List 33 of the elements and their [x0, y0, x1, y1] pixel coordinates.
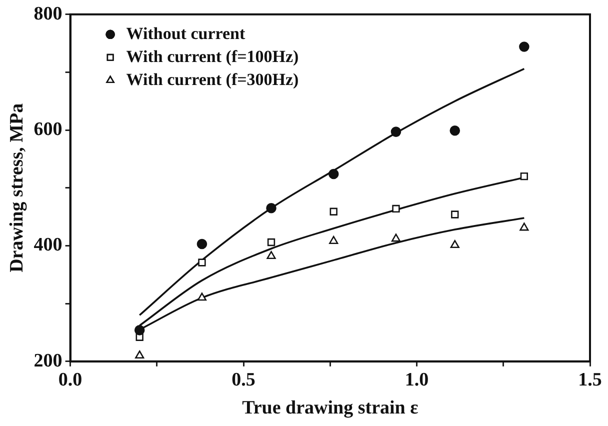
x-tick-label: 0.5 — [232, 370, 256, 391]
point — [197, 292, 207, 301]
y-axis-title: Drawing stress, MPa — [6, 102, 28, 272]
x-tick-label: 1.0 — [404, 370, 429, 391]
point — [451, 210, 459, 218]
point — [392, 204, 400, 213]
legend-label: Without current — [126, 24, 246, 43]
legend-label: With current (f=300Hz) — [126, 70, 299, 89]
x-tick-label: 1.5 — [578, 370, 602, 391]
point — [391, 234, 401, 242]
point — [330, 208, 338, 216]
y-tick-label: 800 — [34, 3, 62, 24]
point — [198, 258, 206, 266]
point — [266, 202, 276, 214]
point — [329, 236, 338, 244]
point — [450, 125, 460, 136]
point — [328, 168, 339, 180]
y-tick-label: 400 — [34, 234, 62, 256]
point — [135, 350, 144, 359]
point — [520, 172, 528, 180]
x-tick-label: 0.0 — [58, 370, 82, 391]
point — [520, 222, 529, 231]
point — [267, 238, 276, 246]
point — [134, 325, 145, 336]
x-axis-title: True drawing strain ε — [242, 398, 418, 419]
point — [450, 240, 460, 248]
y-tick-label: 600 — [34, 118, 62, 140]
y-tick-label: 200 — [34, 350, 62, 372]
point — [266, 250, 276, 260]
point — [519, 42, 530, 52]
point — [390, 126, 402, 137]
point — [196, 238, 208, 250]
legend-label: With current (f=100Hz) — [126, 46, 299, 66]
